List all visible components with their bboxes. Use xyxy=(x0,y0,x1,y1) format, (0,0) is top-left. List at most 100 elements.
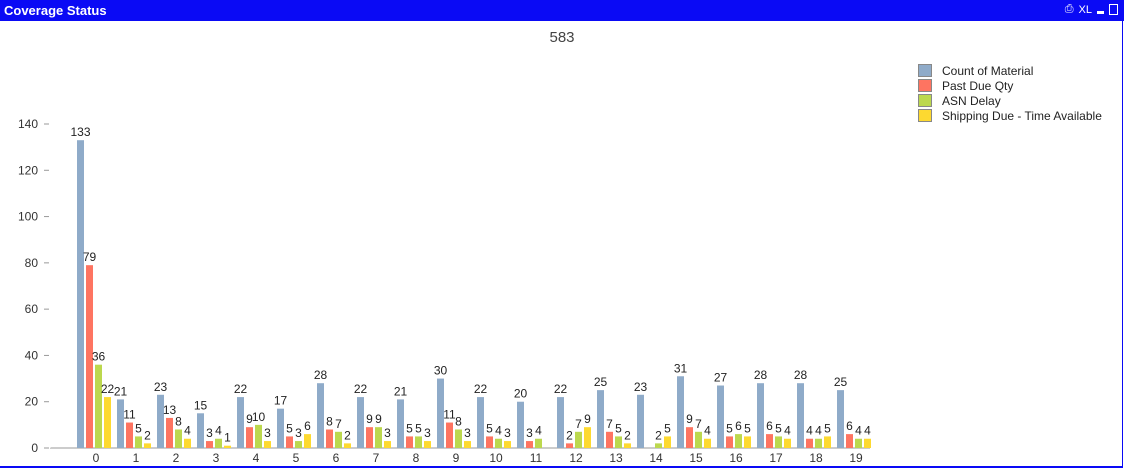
data-label: 8 xyxy=(455,414,462,428)
bar xyxy=(846,434,853,448)
data-label: 3 xyxy=(424,426,431,440)
legend-label: Shipping Due - Time Available xyxy=(942,108,1102,123)
x-tick-label: 5 xyxy=(293,451,300,465)
bar xyxy=(757,383,764,448)
data-label: 4 xyxy=(806,424,813,438)
legend-item: Count of Material xyxy=(918,63,1102,78)
x-tick-label: 1 xyxy=(133,451,140,465)
legend-item: Past Due Qty xyxy=(918,78,1102,93)
bar xyxy=(384,441,391,448)
data-label: 9 xyxy=(375,412,382,426)
x-tick-label: 13 xyxy=(609,451,623,465)
bar xyxy=(677,376,684,448)
data-label: 5 xyxy=(615,421,622,435)
window-title: Coverage Status xyxy=(4,3,107,18)
bar xyxy=(624,443,631,448)
data-label: 6 xyxy=(735,419,742,433)
bar xyxy=(495,438,502,448)
minimize-icon[interactable] xyxy=(1097,11,1104,14)
bar xyxy=(464,441,471,448)
bar xyxy=(557,397,564,448)
data-label: 2 xyxy=(624,428,631,442)
bar xyxy=(317,383,324,448)
data-label: 8 xyxy=(326,414,333,428)
data-label: 6 xyxy=(304,419,311,433)
data-label: 28 xyxy=(314,368,328,382)
bar xyxy=(815,438,822,448)
legend-swatch xyxy=(918,94,932,107)
data-label: 4 xyxy=(864,424,871,438)
bar xyxy=(717,385,724,448)
bar xyxy=(326,429,333,448)
data-label: 9 xyxy=(584,412,591,426)
data-label: 2 xyxy=(566,428,573,442)
bar xyxy=(335,431,342,448)
bar xyxy=(824,436,831,448)
data-label: 25 xyxy=(834,375,848,389)
data-label: 3 xyxy=(206,426,213,440)
bar xyxy=(77,140,84,448)
data-label: 5 xyxy=(406,421,413,435)
bar xyxy=(637,394,644,448)
bar xyxy=(357,397,364,448)
bar xyxy=(615,436,622,448)
bar xyxy=(806,438,813,448)
data-label: 79 xyxy=(83,250,97,264)
bar xyxy=(766,434,773,448)
data-label: 7 xyxy=(335,417,342,431)
maximize-icon[interactable] xyxy=(1109,4,1118,15)
bar xyxy=(126,422,133,448)
bar xyxy=(797,383,804,448)
data-label: 4 xyxy=(784,424,791,438)
legend-label: ASN Delay xyxy=(942,93,1001,108)
bar xyxy=(535,438,542,448)
bar xyxy=(366,427,373,448)
bar xyxy=(784,438,791,448)
bar xyxy=(606,431,613,448)
data-label: 4 xyxy=(535,424,542,438)
data-label: 3 xyxy=(526,426,533,440)
data-label: 4 xyxy=(704,424,711,438)
bar xyxy=(726,436,733,448)
data-label: 5 xyxy=(664,421,671,435)
data-label: 28 xyxy=(754,368,768,382)
bar xyxy=(304,434,311,448)
bar xyxy=(86,265,93,448)
data-label: 133 xyxy=(70,125,90,139)
x-tick-label: 6 xyxy=(333,451,340,465)
data-label: 5 xyxy=(135,421,142,435)
y-tick-label: 20 xyxy=(25,395,39,409)
data-label: 22 xyxy=(101,382,115,396)
data-label: 30 xyxy=(434,364,448,378)
bar xyxy=(446,422,453,448)
data-label: 9 xyxy=(686,412,693,426)
data-label: 4 xyxy=(855,424,862,438)
bar xyxy=(255,424,262,448)
data-label: 5 xyxy=(744,421,751,435)
bar xyxy=(157,394,164,448)
bar xyxy=(166,417,173,448)
data-label: 5 xyxy=(486,421,493,435)
bar xyxy=(184,438,191,448)
data-label: 23 xyxy=(634,380,648,394)
y-tick-label: 120 xyxy=(18,163,38,177)
bar xyxy=(397,399,404,448)
print-icon[interactable]: ⎙ xyxy=(1064,3,1074,15)
bar xyxy=(504,441,511,448)
xl-export-button[interactable]: XL xyxy=(1078,3,1092,16)
legend-label: Count of Material xyxy=(942,63,1034,78)
bar xyxy=(704,438,711,448)
bar xyxy=(104,397,111,448)
data-label: 3 xyxy=(504,426,511,440)
data-label: 1 xyxy=(224,431,231,445)
data-label: 17 xyxy=(274,394,288,408)
bar xyxy=(175,429,182,448)
y-tick-label: 60 xyxy=(25,302,39,316)
bar xyxy=(264,441,271,448)
data-label: 4 xyxy=(815,424,822,438)
x-tick-label: 16 xyxy=(729,451,743,465)
data-label: 20 xyxy=(514,387,528,401)
bar xyxy=(197,413,204,448)
bar xyxy=(237,397,244,448)
data-label: 31 xyxy=(674,361,688,375)
